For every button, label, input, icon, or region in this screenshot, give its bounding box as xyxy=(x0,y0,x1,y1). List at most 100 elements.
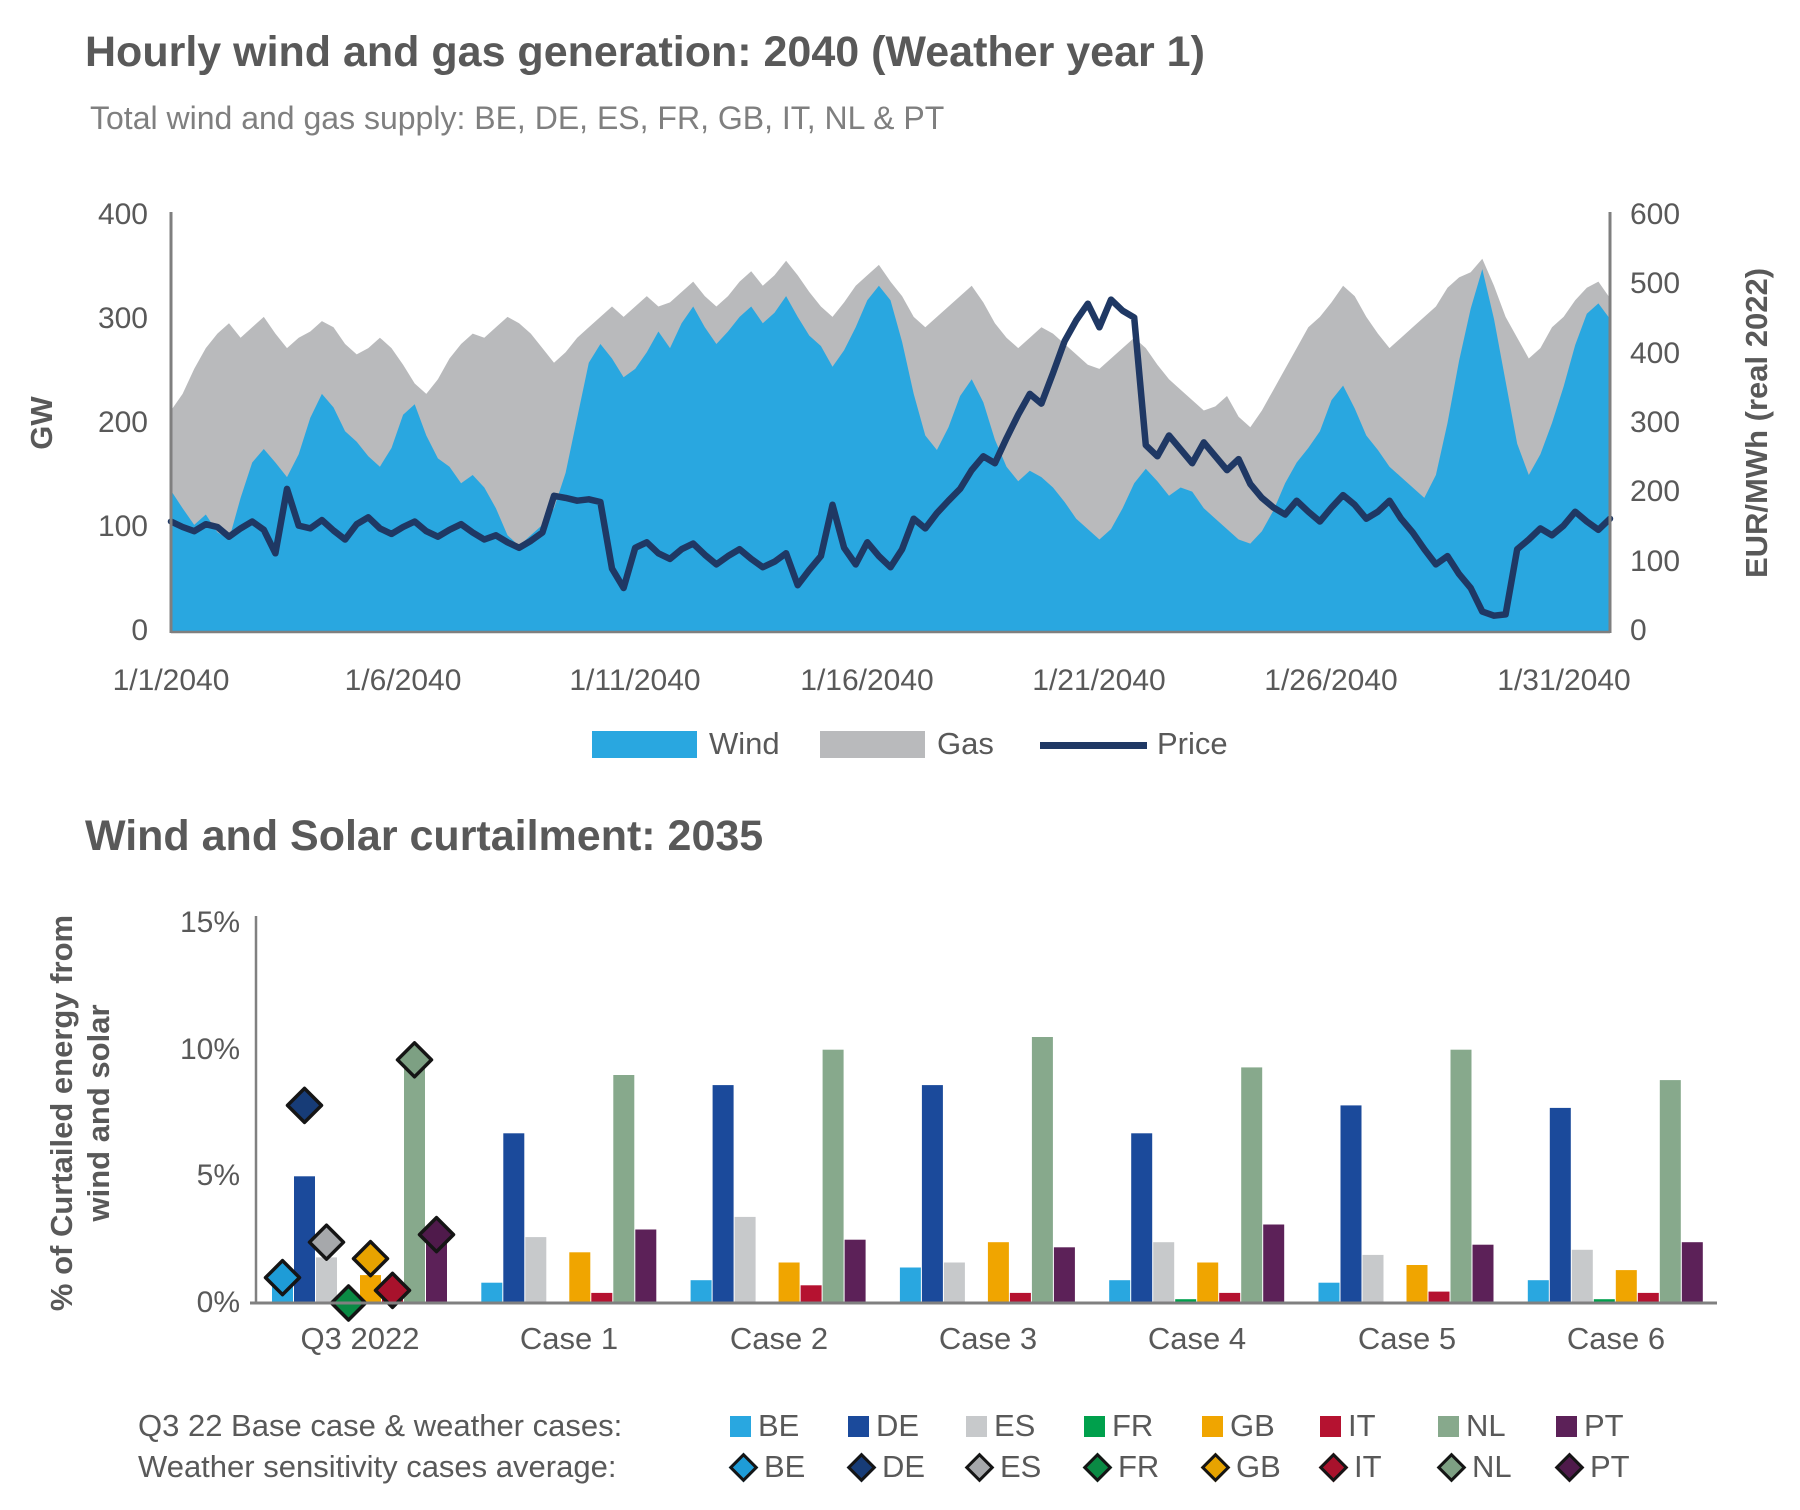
bar-IT-Case-5 xyxy=(1428,1291,1450,1303)
bar-GB-Case-6 xyxy=(1615,1270,1637,1303)
legend-avg-item-IT: IT xyxy=(1318,1449,1438,1485)
legend-base-item-ES: ES xyxy=(966,1408,1084,1444)
right-axis-tick-100: 100 xyxy=(1630,545,1681,578)
NL-square-swatch xyxy=(1438,1415,1459,1437)
bar-DE-Q3-2022 xyxy=(294,1176,315,1303)
legend-avg-label-FR: FR xyxy=(1118,1449,1160,1484)
legend-row2-label: Weather sensitivity cases average: xyxy=(138,1449,617,1484)
right-axis-tick-400: 400 xyxy=(1630,337,1681,370)
bottom-y-axis-title-line1: % of Curtailed energy from xyxy=(44,914,79,1312)
DE-square-swatch xyxy=(848,1415,869,1437)
x-axis-tick-1/6/2040: 1/6/2040 xyxy=(344,664,462,697)
bar-GB-Case-5 xyxy=(1406,1265,1428,1303)
IT-square-swatch xyxy=(1320,1415,1341,1437)
GB-diamond-swatch xyxy=(1200,1452,1231,1482)
bar-FR-Case-6 xyxy=(1593,1299,1615,1303)
category-label-Q3-2022: Q3 2022 xyxy=(300,1321,420,1356)
ES-diamond-swatch xyxy=(964,1452,995,1482)
bar-NL-Q3-2022 xyxy=(404,1057,425,1303)
legend-base-label-IT: IT xyxy=(1348,1408,1376,1443)
bar-BE-Case-2 xyxy=(690,1280,712,1303)
left-axis-tick-400: 400 xyxy=(97,198,148,231)
right-axis-tick-0: 0 xyxy=(1630,614,1647,647)
GB-square-swatch xyxy=(1202,1415,1223,1437)
bar-PT-Case-2 xyxy=(844,1239,866,1303)
bar-ES-Case-2 xyxy=(734,1216,756,1303)
weather-avg-diamond-BE xyxy=(263,1258,302,1297)
bar-DE-Case-3 xyxy=(921,1085,943,1303)
legend-row1-label: Q3 22 Base case & weather cases: xyxy=(138,1408,623,1443)
x-axis-tick-1/21/2040: 1/21/2040 xyxy=(1032,664,1166,697)
x-axis-tick-1/16/2040: 1/16/2040 xyxy=(800,664,934,697)
legend-label-wind: Wind xyxy=(709,726,780,761)
bar-ES-Q3-2022 xyxy=(316,1257,337,1303)
legend-avg-item-ES: ES xyxy=(964,1449,1084,1485)
bottom-chart-title: Wind and Solar curtailment: 2035 xyxy=(85,812,764,860)
bar-NL-Case-1 xyxy=(613,1075,635,1303)
bar-GB-Case-1 xyxy=(569,1252,591,1303)
legend-avg-label-DE: DE xyxy=(882,1449,926,1484)
weather-avg-diamond-IT xyxy=(373,1271,412,1310)
category-label-Case-2: Case 2 xyxy=(729,1321,829,1356)
bar-PT-Case-1 xyxy=(635,1229,657,1303)
legend-base-label-FR: FR xyxy=(1112,1408,1154,1443)
right-axis-title: EUR/MWh (real 2022) xyxy=(1739,267,1774,579)
category-label-Case-6: Case 6 xyxy=(1566,1321,1666,1356)
left-axis-tick-100: 100 xyxy=(97,510,148,543)
bottom-y-axis-title-line2: wind and solar xyxy=(81,1004,116,1222)
right-axis-tick-200: 200 xyxy=(1630,475,1681,508)
BE-diamond-swatch xyxy=(728,1452,759,1482)
price-line xyxy=(167,296,1614,619)
legend-base-item-GB: GB xyxy=(1202,1408,1320,1444)
bar-GB-Case-2 xyxy=(778,1262,800,1303)
weather-avg-diamond-NL xyxy=(395,1041,434,1079)
weather-avg-diamond-ES xyxy=(307,1223,346,1261)
bar-IT-Case-6 xyxy=(1637,1292,1659,1303)
left-axis-tick-200: 200 xyxy=(97,406,148,439)
bar-PT-Case-4 xyxy=(1263,1224,1285,1303)
category-label-Case-3: Case 3 xyxy=(938,1321,1038,1356)
PT-diamond-swatch xyxy=(1554,1452,1585,1482)
bar-PT-Case-6 xyxy=(1681,1242,1703,1303)
legend-base-item-IT: IT xyxy=(1320,1408,1438,1444)
legend-base-item-NL: NL xyxy=(1438,1408,1556,1444)
right-axis-tick-300: 300 xyxy=(1630,406,1681,439)
legend-avg-item-BE: BE xyxy=(728,1449,848,1485)
bar-GB-Case-3 xyxy=(987,1242,1009,1303)
PT-square-swatch xyxy=(1556,1415,1577,1437)
weather-avg-diamond-GB xyxy=(351,1239,390,1278)
legend-label-gas: Gas xyxy=(937,726,994,761)
right-axis-tick-600: 600 xyxy=(1630,198,1681,231)
legend-avg-item-FR: FR xyxy=(1082,1449,1202,1485)
bar-PT-Case-3 xyxy=(1053,1247,1075,1303)
ES-square-swatch xyxy=(966,1415,987,1437)
left-axis-tick-300: 300 xyxy=(97,302,148,335)
wind-legend-swatch xyxy=(592,731,697,758)
legend-base-item-FR: FR xyxy=(1084,1408,1202,1444)
x-axis-tick-1/1/2040: 1/1/2040 xyxy=(112,664,230,697)
legend-avg-item-GB: GB xyxy=(1200,1449,1320,1485)
bar-BE-Case-6 xyxy=(1527,1280,1549,1303)
legend-avg-label-ES: ES xyxy=(1000,1449,1042,1484)
bar-BE-Case-3 xyxy=(899,1267,921,1303)
BE-square-swatch xyxy=(730,1415,751,1437)
bar-DE-Case-2 xyxy=(712,1085,734,1303)
bar-ES-Case-3 xyxy=(943,1262,965,1303)
bar-IT-Case-1 xyxy=(591,1292,613,1303)
bottom-y-tick-0%: 0% xyxy=(196,1286,240,1319)
bar-PT-Q3-2022 xyxy=(426,1232,447,1303)
top-chart-title: Hourly wind and gas generation: 2040 (We… xyxy=(85,28,1205,76)
bar-DE-Case-5 xyxy=(1340,1105,1362,1303)
legend-row-weather-avg: Weather sensitivity cases average: BE DE E… xyxy=(138,1447,1674,1487)
left-axis-tick-0: 0 xyxy=(131,614,148,647)
legend-avg-item-PT: PT xyxy=(1554,1449,1674,1485)
bar-BE-Case-1 xyxy=(481,1282,503,1303)
bar-GB-Case-4 xyxy=(1197,1262,1219,1303)
FR-square-swatch xyxy=(1084,1415,1105,1437)
legend-row-base-cases: Q3 22 Base case & weather cases: BE DE ES F… xyxy=(138,1406,1674,1446)
legend-label-price: Price xyxy=(1157,726,1228,761)
right-axis-tick-500: 500 xyxy=(1630,267,1681,300)
